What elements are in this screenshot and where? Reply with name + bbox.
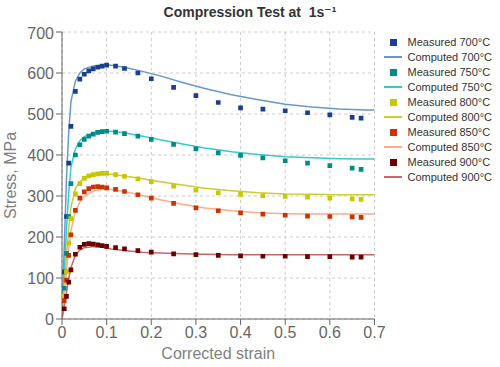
svg-text:0.5: 0.5 — [274, 324, 296, 341]
html-text:Computed 850°C: Computed 850°C — [407, 141, 492, 153]
html-text:Computed 750°C: Computed 750°C — [407, 81, 492, 93]
svg-text:0.3: 0.3 — [185, 324, 207, 341]
svg-text:0: 0 — [58, 324, 67, 341]
html-text:Compression Test at 1s⁻¹: Compression Test at 1s⁻¹ — [163, 4, 337, 20]
svg-text:300: 300 — [27, 188, 54, 205]
html-text:Measured 700°C: Measured 700°C — [407, 36, 491, 48]
svg-text:500: 500 — [27, 106, 54, 123]
svg-text:0.1: 0.1 — [96, 324, 118, 341]
html-text:Measured 800°C: Measured 800°C — [407, 96, 491, 108]
html-text:Computed 700°C: Computed 700°C — [407, 51, 492, 63]
html-text:Measured 750°C: Measured 750°C — [407, 66, 491, 78]
svg-text:0.2: 0.2 — [140, 324, 162, 341]
html-text:Measured 900°C: Measured 900°C — [407, 156, 491, 168]
svg-text:0.4: 0.4 — [229, 324, 251, 341]
svg-text:Corrected strain: Corrected strain — [161, 345, 275, 362]
svg-text:100: 100 — [27, 270, 54, 287]
svg-text:0.6: 0.6 — [319, 324, 341, 341]
svg-text:600: 600 — [27, 65, 54, 82]
html-text:Computed 900°C: Computed 900°C — [407, 171, 492, 183]
html-text:Measured 850°C: Measured 850°C — [407, 126, 491, 138]
svg-text:700: 700 — [27, 25, 54, 42]
html-text:Computed 800°C: Computed 800°C — [407, 111, 492, 123]
svg-text:Stress, MPa: Stress, MPa — [8, 132, 19, 219]
svg-text:200: 200 — [27, 229, 54, 246]
svg-text:0: 0 — [45, 311, 54, 328]
svg-text:400: 400 — [27, 147, 54, 164]
svg-text:0.7: 0.7 — [363, 324, 385, 341]
